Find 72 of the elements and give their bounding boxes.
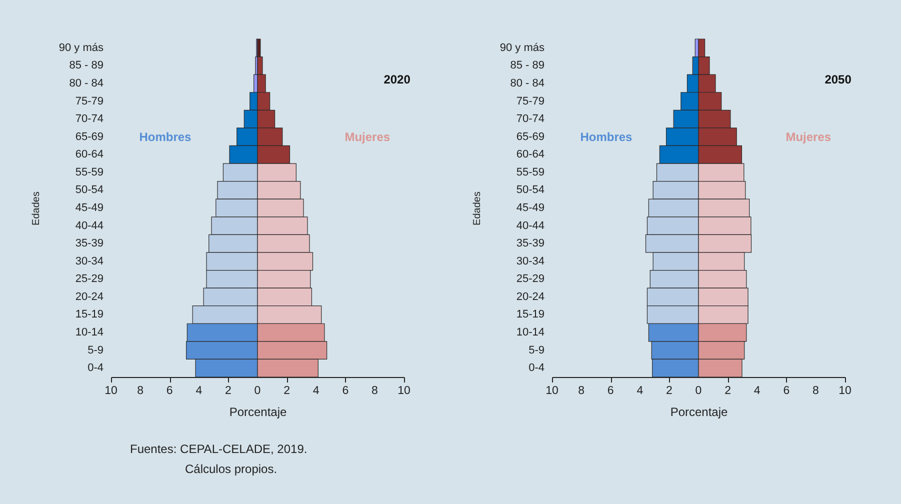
x-tick-label: 10	[546, 385, 558, 397]
y-tick-label: 45-49	[75, 202, 104, 214]
x-tick-label: 0	[695, 385, 702, 397]
y-tick-label: 15-19	[516, 308, 544, 321]
x-tick-label: 4	[754, 385, 761, 397]
y-tick-label: 75-79	[516, 95, 544, 108]
y-tick-label: 5-9	[528, 344, 544, 356]
x-tick-label: 2	[284, 385, 290, 397]
x-tick-label: 2	[724, 385, 732, 397]
y-tick-label: 25-29	[75, 273, 104, 286]
y-tick-label: 10-14	[75, 326, 104, 339]
text: Mujeres	[344, 130, 390, 144]
y-tick-label: 80 - 84	[510, 77, 544, 90]
x-tick-label: 10	[104, 385, 118, 397]
y-tick-label: 15-19	[75, 308, 104, 321]
y-tick-label: 5-9	[88, 344, 104, 356]
x-tick-label: 8	[137, 385, 144, 397]
x-tick-label: 10	[838, 385, 852, 397]
x-axis-title: Porcentaje	[670, 405, 728, 419]
y-tick-label: 55-59	[516, 166, 544, 178]
x-tick-label: 6	[342, 385, 349, 397]
y-tick-label: 45-49	[516, 202, 544, 214]
y-tick-label: 10-14	[516, 326, 544, 339]
y-tick-label: 60-64	[516, 148, 544, 161]
x-tick-label: 4	[636, 385, 644, 397]
y-tick-label: 50-54	[75, 184, 104, 196]
y-tick-label: 55-59	[75, 166, 104, 178]
text: Cálculos propios.	[185, 462, 278, 476]
y-tick-label: 40-44	[75, 220, 104, 232]
y-tick-label: 65-69	[516, 130, 544, 143]
text: Hombres	[139, 130, 192, 144]
y-tick-label: 35-39	[516, 238, 544, 250]
y-tick-label: 85 - 89	[69, 60, 104, 72]
y-tick-label: 50-54	[516, 184, 544, 196]
text: Mujeres	[786, 130, 832, 144]
y-tick-label: 75-79	[75, 95, 104, 108]
y-tick-label: 70-74	[516, 113, 544, 126]
y-tick-label: 25-29	[516, 273, 544, 286]
y-tick-label: 65-69	[75, 130, 104, 143]
x-tick-label: 8	[371, 385, 378, 397]
x-tick-label: 6	[783, 385, 790, 397]
y-tick-label: 30-34	[75, 255, 104, 268]
x-tick-label: 6	[166, 385, 173, 397]
text: 2050	[824, 72, 852, 87]
y-tick-label: 35-39	[75, 238, 104, 250]
x-axis-title: Porcentaje	[229, 405, 288, 419]
y-tick-label: 85 - 89	[510, 60, 544, 72]
y-tick-label: 60-64	[75, 148, 104, 161]
y-tick-label: 90 y más	[500, 42, 545, 54]
x-tick-label: 0	[254, 385, 261, 397]
y-tick-label: 0-4	[88, 362, 104, 374]
y-tick-label: 30-34	[516, 255, 544, 268]
x-tick-label: 10	[398, 385, 410, 397]
y-tick-label: 90 y más	[58, 42, 104, 54]
y-tick-label: 70-74	[75, 113, 104, 126]
x-tick-label: 8	[812, 385, 819, 397]
source-note: Fuentes: CEPAL-CELADE, 2019.	[130, 442, 308, 456]
x-tick-label: 6	[607, 385, 614, 397]
y-axis-title: Edades	[30, 192, 42, 226]
x-tick-label: 2	[666, 385, 672, 397]
x-tick-label: 8	[578, 385, 585, 397]
y-axis-title: Edades	[472, 192, 483, 226]
text: 2020	[384, 72, 411, 87]
x-tick-label: 4	[312, 385, 320, 397]
x-tick-label: 4	[196, 385, 203, 397]
y-tick-label: 20-24	[516, 290, 544, 303]
y-tick-label: 0-4	[528, 362, 544, 374]
y-tick-label: 20-24	[75, 290, 104, 303]
x-tick-label: 2	[224, 385, 232, 397]
text: Hombres	[580, 130, 633, 144]
y-tick-label: 80 - 84	[69, 77, 104, 90]
y-tick-label: 40-44	[516, 220, 544, 232]
